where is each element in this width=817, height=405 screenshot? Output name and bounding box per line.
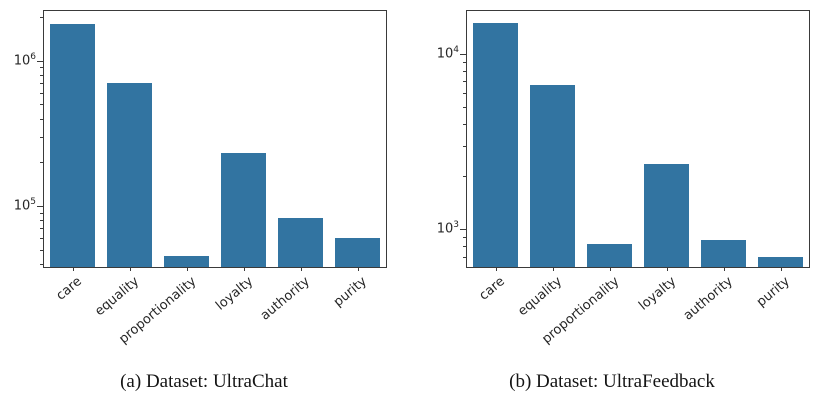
y-minor-tick — [40, 238, 44, 240]
subplot-ultrafeedback: care equality proportionality loyalty author… — [408, 0, 816, 405]
y-minor-tick — [40, 228, 44, 230]
y-minor-tick — [463, 61, 467, 63]
y-major-tick — [37, 205, 44, 207]
x-tick-loyalty — [243, 267, 245, 271]
y-minor-tick — [40, 104, 44, 106]
y-tick-label: 103 — [436, 220, 459, 237]
y-minor-tick — [40, 118, 44, 120]
x-tick-label-loyalty: loyalty — [636, 274, 680, 314]
x-tick-authority — [300, 267, 302, 271]
bar-care — [49, 23, 96, 267]
y-minor-tick — [463, 246, 467, 248]
subplot-caption-b: (b) Dataset: UltraFeedback — [509, 371, 715, 392]
y-minor-tick — [463, 256, 467, 258]
y-minor-tick — [40, 249, 44, 251]
y-major-tick — [460, 229, 467, 231]
x-tick-label-equality: equality — [515, 274, 566, 320]
y-major-tick — [460, 53, 467, 55]
x-tick-purity — [357, 267, 359, 271]
y-minor-tick — [40, 220, 44, 222]
y-minor-tick — [40, 67, 44, 69]
y-minor-tick — [40, 162, 44, 164]
x-tick-authority — [723, 267, 725, 271]
bar-purity — [334, 238, 381, 267]
x-tick-equality — [552, 267, 554, 271]
x-tick-label-authority: authority — [258, 274, 314, 324]
x-tick-label-purity: purity — [331, 274, 371, 311]
y-minor-tick — [40, 17, 44, 18]
bar-proportionality — [163, 256, 210, 267]
y-minor-tick — [40, 136, 44, 138]
x-tick-label-purity: purity — [754, 274, 794, 311]
y-minor-tick — [463, 237, 467, 239]
y-tick-label: 105 — [13, 196, 36, 214]
plot-area-ultrafeedback: care equality proportionality loyalty author… — [437, 10, 810, 347]
x-tick-label-authority: authority — [681, 274, 737, 324]
y-minor-tick — [463, 123, 467, 125]
bar-authority — [700, 239, 747, 267]
x-tick-care — [72, 267, 74, 271]
bar-care — [472, 22, 519, 267]
x-tick-proportionality — [609, 267, 611, 271]
y-tick-label: 104 — [436, 44, 459, 61]
subplot-ultrachat: care equality proportionality loyalty author… — [0, 0, 408, 405]
y-minor-tick — [463, 106, 467, 108]
y-minor-tick — [463, 80, 467, 82]
x-tick-purity — [780, 267, 782, 271]
y-minor-tick — [463, 92, 467, 94]
x-tick-equality — [129, 267, 131, 271]
y-minor-tick — [463, 176, 467, 178]
bar-proportionality — [586, 243, 633, 267]
y-minor-tick — [463, 70, 467, 72]
x-tick-care — [495, 267, 497, 271]
bar-loyalty — [220, 153, 267, 267]
x-tick-label-care: care — [53, 274, 86, 304]
x-tick-label-loyalty: loyalty — [213, 274, 257, 314]
y-minor-tick — [40, 92, 44, 94]
y-minor-tick — [463, 145, 467, 147]
y-major-tick — [37, 60, 44, 62]
y-minor-tick — [40, 263, 44, 265]
y-minor-tick — [40, 212, 44, 214]
subplot-caption-a: (a) Dataset: UltraChat — [120, 371, 288, 392]
x-tick-label-equality: equality — [92, 274, 143, 320]
bar-equality — [106, 83, 153, 267]
y-tick-label: 106 — [13, 51, 36, 69]
bar-equality — [529, 85, 576, 267]
y-minor-tick — [40, 74, 44, 76]
x-tick-proportionality — [186, 267, 188, 271]
y-minor-tick — [40, 83, 44, 85]
bar-loyalty — [643, 164, 690, 267]
x-tick-label-care: care — [476, 274, 509, 304]
x-tick-loyalty — [666, 267, 668, 271]
bar-purity — [757, 256, 804, 267]
plot-area-ultrachat: care equality proportionality loyalty author… — [14, 10, 387, 347]
bar-authority — [277, 217, 324, 267]
